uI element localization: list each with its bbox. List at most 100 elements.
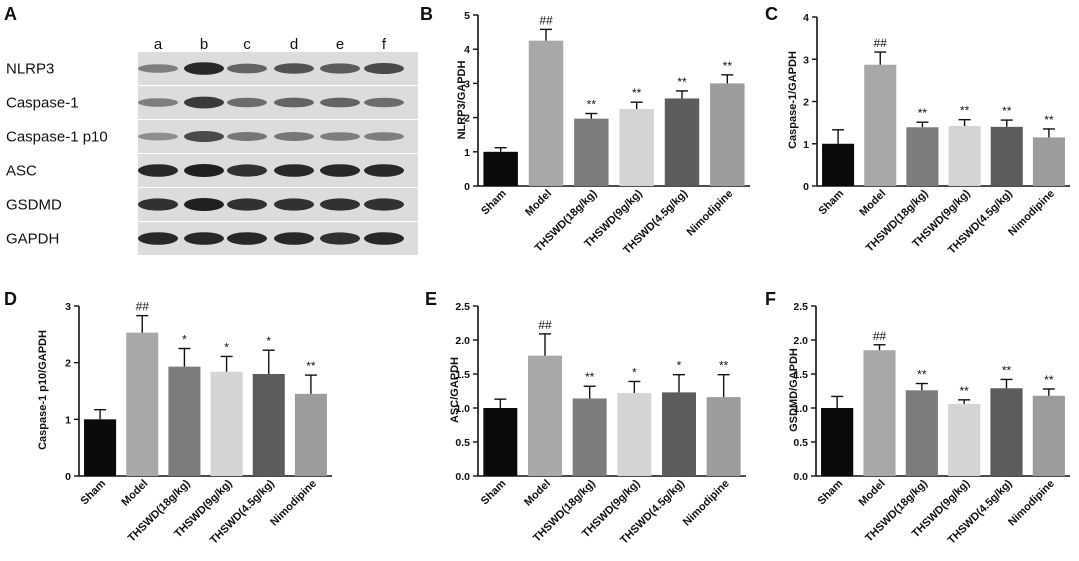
category-label: Sham — [479, 187, 509, 217]
blot-row-label: Caspase-1 — [6, 95, 79, 112]
y-axis-label: NLRP3/GAPDH — [456, 61, 468, 140]
bar — [294, 393, 327, 476]
blot-band — [138, 198, 178, 211]
blot-row-label: GSDMD — [6, 197, 62, 214]
blot-row-label: ASC — [6, 163, 37, 180]
blot-band — [227, 97, 267, 108]
significance-label: ** — [959, 384, 969, 398]
category-label: Nimodipine — [681, 478, 732, 529]
blot-band — [274, 63, 314, 74]
significance-label: ** — [306, 359, 316, 373]
category-label: Sham — [816, 477, 846, 507]
blot-band — [227, 63, 267, 74]
bar — [948, 126, 981, 186]
blot-row-label: Caspase-1 p10 — [6, 129, 108, 146]
bar — [483, 151, 518, 186]
y-tick-label: 0.0 — [793, 471, 808, 483]
y-axis-label: GSDMD/GAPDH — [788, 348, 800, 432]
bar — [706, 397, 741, 476]
lane-label-f: f — [382, 36, 387, 53]
significance-label: ** — [917, 368, 927, 382]
significance-label: * — [677, 359, 682, 373]
bar — [84, 419, 117, 476]
significance-label: * — [224, 340, 229, 354]
bar — [528, 40, 564, 187]
y-tick-label: 3 — [464, 78, 470, 90]
blot-band — [320, 232, 360, 245]
bar — [1032, 137, 1065, 186]
bar — [168, 366, 201, 476]
blot-band — [364, 132, 404, 141]
bar — [821, 408, 854, 476]
blot-band — [138, 132, 178, 141]
y-tick-label: 3 — [803, 54, 809, 66]
blot-band — [274, 164, 314, 177]
western-blot-panel: Aa b c d e f NLRP3 Caspase-1 Caspase-1 p10 ASC GSD… — [4, 4, 418, 255]
bar — [1032, 395, 1065, 476]
bar — [126, 332, 159, 476]
panel-letter-e: E — [425, 289, 437, 309]
y-axis-label: ASC/GAPDH — [449, 357, 461, 423]
blot-band — [320, 164, 360, 177]
y-tick-label: 0 — [464, 181, 470, 193]
significance-label: ## — [539, 13, 553, 27]
category-label: Sham — [79, 477, 109, 507]
bar — [990, 126, 1023, 186]
y-tick-label: 1 — [65, 414, 71, 426]
y-tick-label: 2 — [803, 97, 809, 109]
significance-label: ** — [918, 106, 928, 120]
significance-label: ** — [585, 370, 595, 384]
bar-chart-panels: BNLRP3/GAPDH012345Sham##Model**THSWD(18g… — [4, 4, 1070, 547]
y-tick-label: 1.5 — [455, 369, 470, 381]
y-tick-label: 0.5 — [793, 437, 808, 449]
blot-band — [138, 232, 178, 245]
bar — [990, 388, 1023, 476]
y-tick-label: 2.5 — [455, 301, 470, 313]
blot-band — [227, 198, 267, 211]
lane-label-e: e — [336, 36, 344, 53]
y-axis-label: Caspase-1 p10/GAPDH — [37, 330, 49, 450]
bar — [617, 393, 652, 476]
blot-band — [227, 132, 267, 141]
y-tick-label: 2 — [464, 113, 470, 125]
y-tick-label: 0.0 — [455, 471, 470, 483]
blot-band — [138, 64, 178, 73]
significance-label: ** — [632, 86, 642, 100]
chart-panel-f: F GSDMD/GAPDH 0.0 0.5 1.0 1.5 2.0 2.5 Sham ## Mode… — [765, 289, 1070, 547]
blot-band — [274, 232, 314, 245]
blot-band — [227, 164, 267, 177]
blot-band — [364, 198, 404, 211]
y-tick-label: 4 — [803, 12, 809, 24]
bar — [710, 83, 745, 186]
y-axis-label: Caspase-1/GAPDH — [787, 51, 799, 149]
bar — [664, 98, 700, 186]
blot-band — [184, 164, 224, 177]
significance-label: * — [632, 365, 637, 379]
blot-band — [138, 98, 178, 107]
blot-band — [364, 232, 404, 245]
bar — [574, 118, 609, 186]
blot-band — [320, 63, 360, 74]
blot-band — [320, 198, 360, 211]
significance-label: ** — [1044, 373, 1054, 387]
bar — [619, 109, 654, 186]
blot-band — [184, 62, 224, 75]
lane-label-c: c — [243, 36, 251, 53]
blot-band — [184, 198, 224, 211]
bar — [822, 143, 855, 186]
lane-label-d: d — [290, 36, 298, 53]
category-label: Sham — [479, 477, 509, 507]
blot-band — [320, 97, 360, 108]
bar — [662, 392, 696, 476]
significance-label: ** — [587, 97, 597, 111]
bar — [864, 64, 897, 186]
category-label: Model — [119, 478, 150, 509]
y-tick-label: 2 — [65, 358, 71, 370]
chart-panel-b: BNLRP3/GAPDH012345Sham##Model**THSWD(18g… — [420, 4, 750, 257]
bar — [948, 403, 981, 476]
y-tick-label: 0 — [803, 181, 809, 193]
blot-band — [138, 164, 178, 177]
panel-letter-f: F — [765, 289, 776, 309]
chart-panel-c: CCaspase-1/GAPDH01234Sham##Model**THSWD(… — [765, 4, 1070, 257]
y-tick-label: 2.0 — [793, 335, 808, 347]
